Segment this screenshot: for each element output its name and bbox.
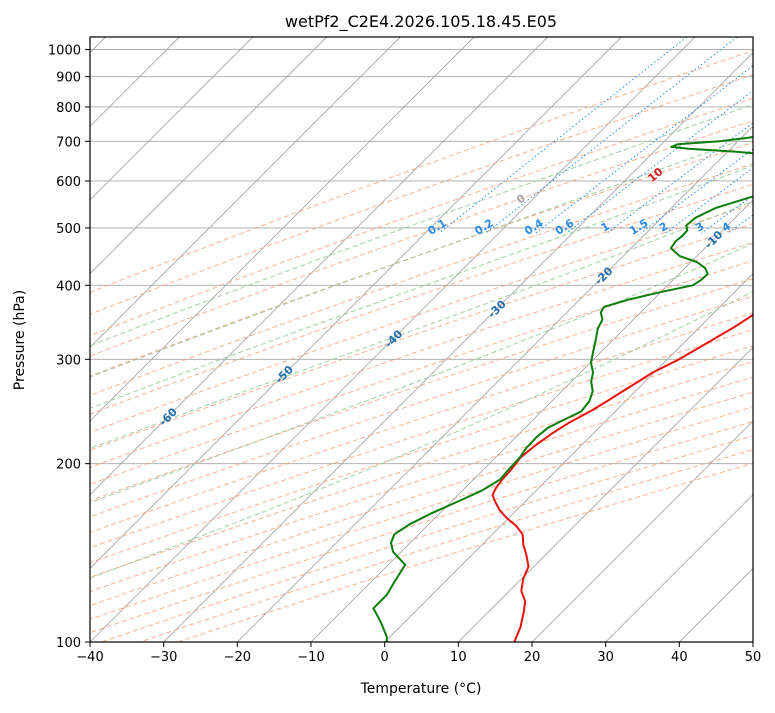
y-tick-label: 300 bbox=[56, 353, 81, 368]
y-tick-label: 800 bbox=[56, 101, 81, 116]
x-tick-label: 30 bbox=[597, 650, 614, 665]
y-tick-label: 700 bbox=[56, 135, 81, 150]
y-tick-label: 100 bbox=[56, 636, 81, 651]
chart-title: wetPf2_C2E4.2026.105.18.45.E05 bbox=[285, 12, 557, 32]
x-tick-label: −40 bbox=[76, 650, 103, 665]
y-tick-label: 500 bbox=[56, 222, 81, 237]
y-tick-label: 900 bbox=[56, 71, 81, 86]
y-tick-label: 200 bbox=[56, 458, 81, 473]
x-tick-label: 40 bbox=[671, 650, 688, 665]
x-tick-label: 0 bbox=[381, 650, 389, 665]
x-tick-label: −10 bbox=[297, 650, 324, 665]
x-tick-label: 10 bbox=[450, 650, 467, 665]
x-tick-label: −30 bbox=[150, 650, 177, 665]
x-tick-label: 20 bbox=[524, 650, 541, 665]
x-tick-label: 50 bbox=[745, 650, 762, 665]
x-axis-label: Temperature (°C) bbox=[360, 681, 482, 697]
x-tick-label: −20 bbox=[224, 650, 251, 665]
y-tick-label: 400 bbox=[56, 279, 81, 294]
y-axis-label: Pressure (hPa) bbox=[12, 290, 28, 390]
y-tick-label: 1000 bbox=[48, 44, 81, 59]
y-tick-label: 600 bbox=[56, 175, 81, 190]
